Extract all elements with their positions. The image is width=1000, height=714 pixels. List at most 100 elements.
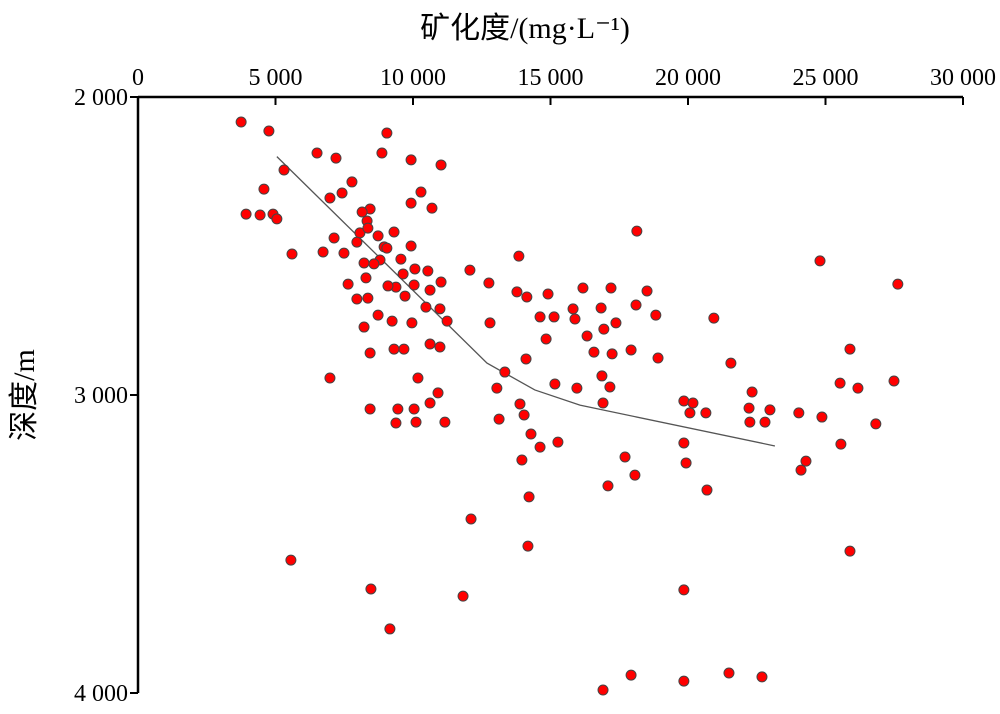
- data-point: [382, 280, 394, 292]
- data-point: [631, 225, 643, 237]
- data-point: [409, 263, 421, 275]
- trend-line-group: [276, 156, 776, 447]
- y-tick-label: 2 000: [74, 85, 128, 111]
- data-point: [328, 232, 340, 244]
- x-tick-label: 20 000: [655, 65, 721, 91]
- data-point: [346, 176, 358, 188]
- data-point: [356, 206, 368, 218]
- data-point: [381, 127, 393, 139]
- data-point: [684, 407, 696, 419]
- data-point: [513, 250, 525, 262]
- data-point: [235, 116, 247, 128]
- data-point: [422, 265, 434, 277]
- data-point: [597, 684, 609, 696]
- data-point: [744, 416, 756, 428]
- data-point: [390, 417, 402, 429]
- data-point: [426, 202, 438, 214]
- data-point: [522, 540, 534, 552]
- data-point: [376, 147, 388, 159]
- data-point: [441, 315, 453, 327]
- data-points: [235, 116, 904, 696]
- data-point: [358, 257, 370, 269]
- data-point: [596, 370, 608, 382]
- data-point: [368, 258, 380, 270]
- data-point: [595, 302, 607, 314]
- data-point: [360, 272, 372, 284]
- data-point: [286, 248, 298, 260]
- data-point: [610, 317, 622, 329]
- data-point: [434, 303, 446, 315]
- data-point: [271, 213, 283, 225]
- data-point: [844, 545, 856, 557]
- data-point: [258, 183, 270, 195]
- data-point: [534, 311, 546, 323]
- data-point: [324, 372, 336, 384]
- data-point: [816, 411, 828, 423]
- data-point: [701, 484, 713, 496]
- data-point: [725, 357, 737, 369]
- data-point: [434, 341, 446, 353]
- data-point: [577, 282, 589, 294]
- data-point: [362, 292, 374, 304]
- data-point: [743, 402, 755, 414]
- data-point: [435, 159, 447, 171]
- data-point: [432, 387, 444, 399]
- data-point: [680, 457, 692, 469]
- data-point: [746, 386, 758, 398]
- data-point: [483, 277, 495, 289]
- data-point: [549, 378, 561, 390]
- data-point: [311, 147, 323, 159]
- data-point: [439, 416, 451, 428]
- data-point: [493, 413, 505, 425]
- data-point: [814, 255, 826, 267]
- data-point: [358, 321, 370, 333]
- data-point: [415, 186, 427, 198]
- x-tick-label: 15 000: [518, 65, 584, 91]
- data-point: [386, 315, 398, 327]
- data-point: [516, 454, 528, 466]
- data-point: [540, 333, 552, 345]
- data-point: [464, 264, 476, 276]
- data-point: [388, 226, 400, 238]
- data-point: [678, 675, 690, 687]
- data-point: [534, 441, 546, 453]
- data-point: [852, 382, 864, 394]
- data-point: [605, 282, 617, 294]
- x-tick-label: 10 000: [380, 65, 446, 91]
- x-tick-label: 25 000: [793, 65, 859, 91]
- data-point: [399, 290, 411, 302]
- data-point: [285, 554, 297, 566]
- data-point: [351, 293, 363, 305]
- data-point: [365, 583, 377, 595]
- data-point: [834, 377, 846, 389]
- data-point: [723, 667, 735, 679]
- data-point: [372, 309, 384, 321]
- data-point: [412, 372, 424, 384]
- data-point: [392, 403, 404, 415]
- data-point: [435, 276, 447, 288]
- data-point: [520, 353, 532, 365]
- data-point: [408, 403, 420, 415]
- data-point: [457, 590, 469, 602]
- data-point: [650, 309, 662, 321]
- data-point: [395, 253, 407, 265]
- data-point: [381, 242, 393, 254]
- data-point: [330, 152, 342, 164]
- x-axis-title: 矿化度/(mg·L⁻¹): [420, 12, 630, 45]
- data-point: [625, 669, 637, 681]
- data-point: [835, 438, 847, 450]
- data-point: [499, 366, 511, 378]
- data-point: [317, 246, 329, 258]
- data-point: [372, 230, 384, 242]
- data-point: [514, 398, 526, 410]
- data-point: [625, 344, 637, 356]
- data-point: [398, 343, 410, 355]
- data-point: [362, 222, 374, 234]
- data-point: [630, 299, 642, 311]
- x-tick-label: 0: [132, 65, 144, 91]
- data-point: [542, 288, 554, 300]
- data-point: [795, 464, 807, 476]
- y-tick-label: 4 000: [74, 681, 128, 707]
- data-point: [342, 278, 354, 290]
- y-axis-title: 深度/m: [8, 349, 41, 441]
